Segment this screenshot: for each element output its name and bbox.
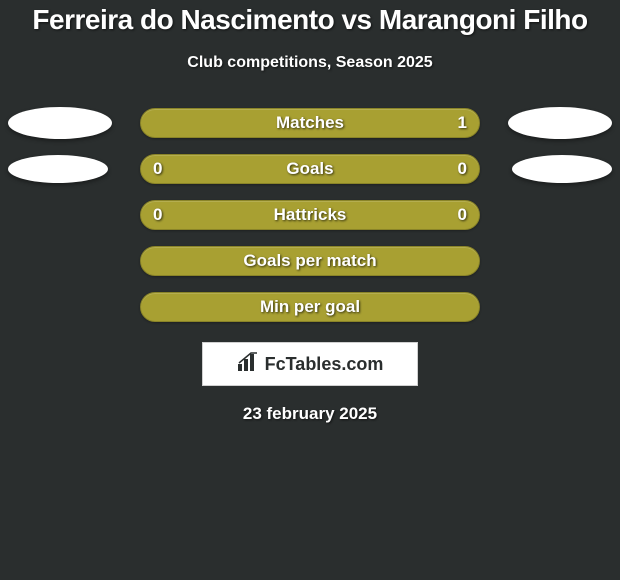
stat-label: Goals per match	[243, 251, 376, 271]
stat-bar: Matches 1	[140, 108, 480, 138]
stat-bar: Goals per match	[140, 246, 480, 276]
stat-value-right: 1	[458, 113, 467, 133]
stat-value-left: 0	[153, 205, 162, 225]
logo-text: FcTables.com	[265, 354, 384, 375]
logo-box: FcTables.com	[202, 342, 418, 386]
stat-row: Goals per match	[0, 246, 620, 276]
stat-bar: Min per goal	[140, 292, 480, 322]
page-subtitle: Club competitions, Season 2025	[0, 54, 620, 72]
player-right-ellipse	[512, 155, 612, 183]
stat-row: Matches 1	[0, 108, 620, 138]
player-left-ellipse	[8, 155, 108, 183]
stat-label: Goals	[286, 159, 333, 179]
player-right-ellipse	[508, 107, 612, 139]
stat-value-left: 0	[153, 159, 162, 179]
page-title: Ferreira do Nascimento vs Marangoni Filh…	[0, 0, 620, 36]
stat-bar: Hattricks 0 0	[140, 200, 480, 230]
player-left-ellipse	[8, 107, 112, 139]
date-label: 23 february 2025	[0, 404, 620, 424]
stat-row: Hattricks 0 0	[0, 200, 620, 230]
stat-value-right: 0	[458, 205, 467, 225]
stat-label: Min per goal	[260, 297, 360, 317]
bar-chart-icon	[237, 352, 259, 377]
stat-label: Matches	[276, 113, 344, 133]
stat-bar: Goals 0 0	[140, 154, 480, 184]
stat-row: Min per goal	[0, 292, 620, 322]
stat-label: Hattricks	[274, 205, 347, 225]
stat-row: Goals 0 0	[0, 154, 620, 184]
stat-value-right: 0	[458, 159, 467, 179]
stat-rows: Matches 1 Goals 0 0 Hattricks 0 0 Goals per matc…	[0, 108, 620, 322]
